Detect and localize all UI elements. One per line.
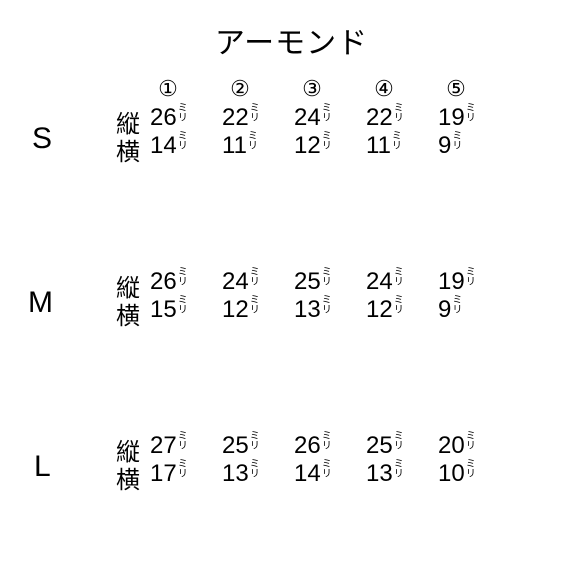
cell: 17ミリ — [150, 460, 187, 488]
cell: 25ミリ — [222, 432, 259, 460]
cell: 27ミリ — [150, 432, 187, 460]
col-header-1: ① — [156, 76, 180, 102]
cell: 12ミリ — [366, 296, 403, 324]
cell: 25ミリ — [366, 432, 403, 460]
col-header-5: ⑤ — [444, 76, 468, 102]
page-title: アーモンド — [0, 18, 583, 62]
cell: 13ミリ — [366, 460, 403, 488]
cell: 13ミリ — [294, 296, 331, 324]
cell: 26ミリ — [150, 104, 187, 132]
cell: 25ミリ — [294, 268, 331, 296]
cell: 26ミリ — [150, 268, 187, 296]
size-label-m: M — [28, 286, 53, 320]
dim-label-yoko: 横 — [116, 296, 140, 331]
cell: 22ミリ — [366, 104, 403, 132]
cell: 14ミリ — [150, 132, 187, 160]
cell: 10ミリ — [438, 460, 475, 488]
col-header-2: ② — [228, 76, 252, 102]
cell: 20ミリ — [438, 432, 475, 460]
cell: 9ミリ — [438, 296, 462, 324]
cell: 9ミリ — [438, 132, 462, 160]
cell: 12ミリ — [222, 296, 259, 324]
cell: 24ミリ — [222, 268, 259, 296]
page: アーモンド ① ② ③ ④ ⑤ S 縦 26ミリ 22ミリ 24ミリ 22ミリ … — [0, 0, 583, 583]
cell: 12ミリ — [294, 132, 331, 160]
cell: 19ミリ — [438, 268, 475, 296]
cell: 19ミリ — [438, 104, 475, 132]
cell: 24ミリ — [366, 268, 403, 296]
col-header-3: ③ — [300, 76, 324, 102]
cell: 26ミリ — [294, 432, 331, 460]
cell: 24ミリ — [294, 104, 331, 132]
cell: 15ミリ — [150, 296, 187, 324]
dim-label-yoko: 横 — [116, 132, 140, 167]
cell: 11ミリ — [366, 132, 401, 160]
dim-label-yoko: 横 — [116, 460, 140, 495]
cell: 22ミリ — [222, 104, 259, 132]
size-label-s: S — [32, 122, 52, 156]
size-label-l: L — [34, 450, 51, 484]
col-header-4: ④ — [372, 76, 396, 102]
cell: 13ミリ — [222, 460, 259, 488]
cell: 11ミリ — [222, 132, 257, 160]
cell: 14ミリ — [294, 460, 331, 488]
